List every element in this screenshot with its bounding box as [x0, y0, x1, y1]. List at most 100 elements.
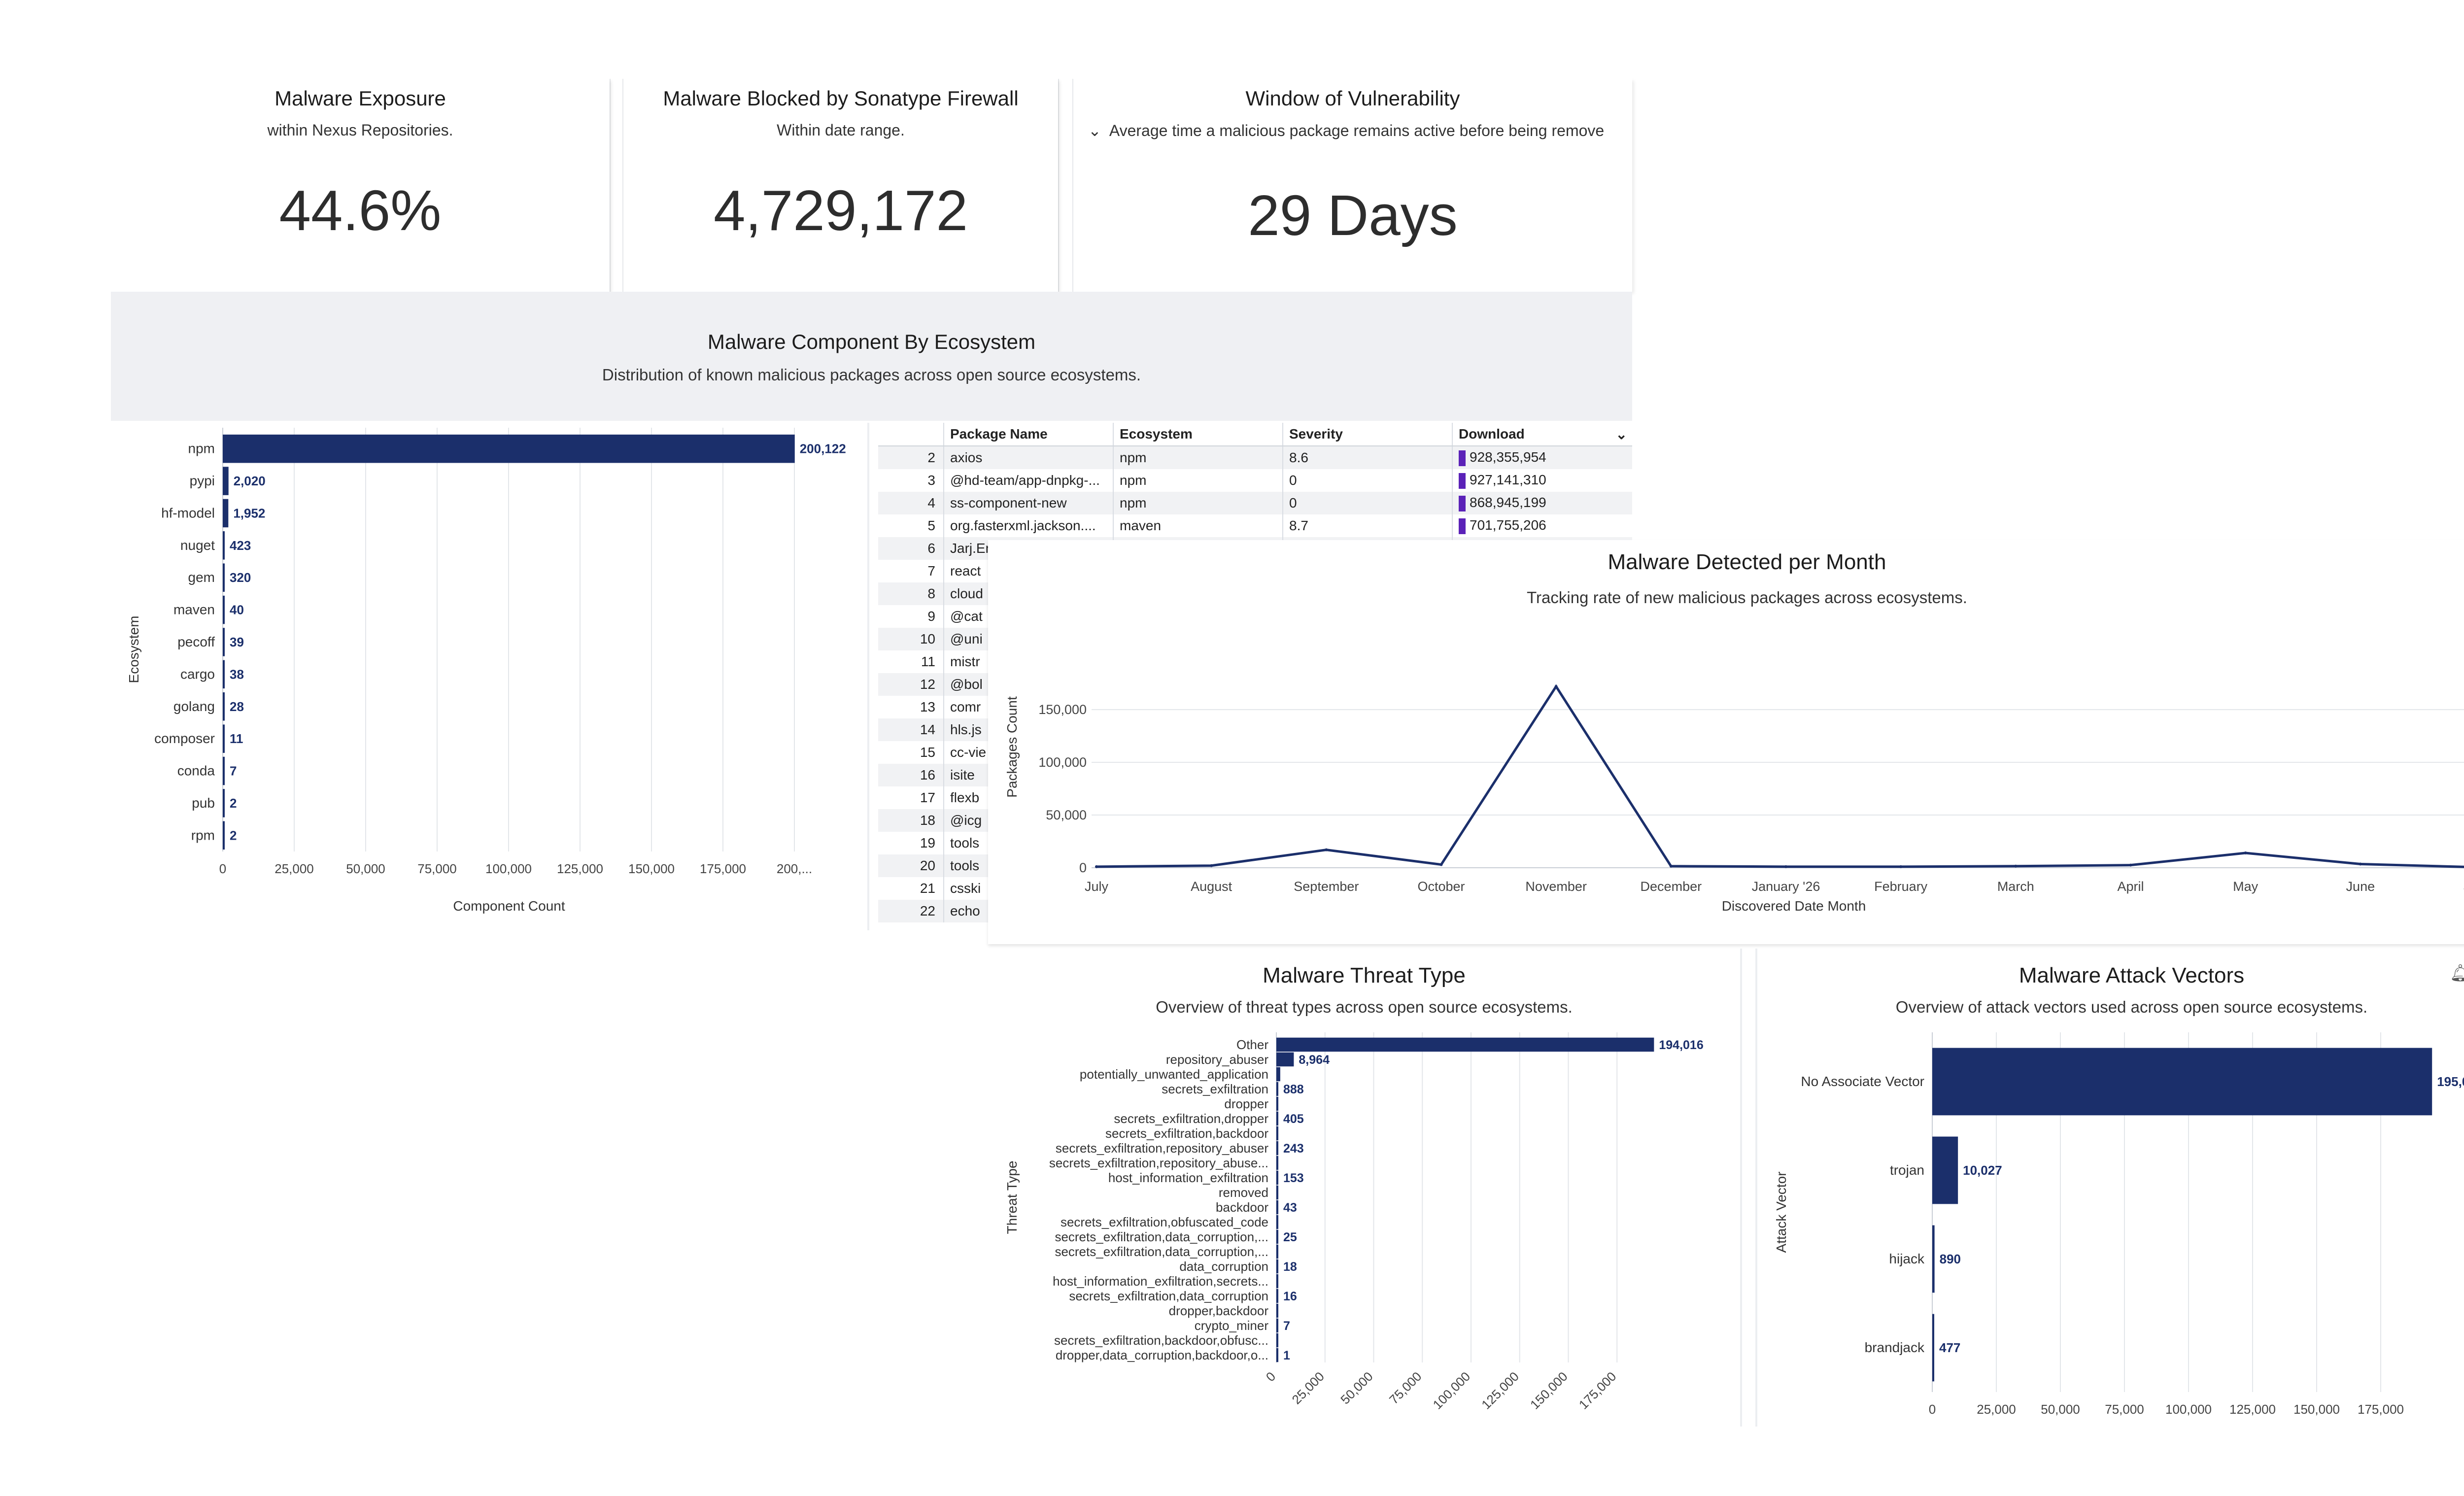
- x-tick-label: June: [2346, 879, 2375, 894]
- table-row[interactable]: 3 @hd-team/app-dnpkg-... npm 0 927,141,310: [878, 469, 1632, 492]
- package-name-cell: org.fasterxml.jackson....: [944, 514, 1114, 537]
- category-label: dropper,backdoor: [1169, 1303, 1269, 1318]
- bar: [1276, 1229, 1278, 1244]
- row-index: 5: [878, 514, 944, 537]
- value-label: 11: [230, 731, 243, 746]
- bar: [1276, 1126, 1278, 1141]
- bell-icon[interactable]: 🔔︎: [2450, 964, 2464, 983]
- category-label: crypto_miner: [1195, 1318, 1269, 1333]
- x-tick-label: April: [2117, 879, 2144, 894]
- col-header-severity[interactable]: Severity: [1283, 423, 1453, 446]
- row-index: 4: [878, 492, 944, 514]
- col-header-package-name[interactable]: Package Name: [944, 423, 1114, 446]
- row-index: 15: [878, 741, 944, 764]
- data-point: [1784, 865, 1787, 868]
- x-tick-label: 125,000: [2229, 1402, 2276, 1417]
- download-value: 868,945,199: [1470, 495, 1546, 510]
- data-point: [2014, 864, 2018, 868]
- bar: [1276, 1170, 1278, 1185]
- x-tick-label: October: [1417, 879, 1465, 894]
- kpi-subtitle: within Nexus Repositories.: [267, 121, 453, 139]
- value-label: 38: [230, 667, 244, 681]
- ecosystem-panel-header: Malware Component By Ecosystem Distribut…: [111, 292, 1632, 421]
- x-tick-label: 200,...: [777, 861, 812, 876]
- row-index: 16: [878, 764, 944, 786]
- category-label: data_corruption: [1179, 1259, 1268, 1274]
- chevron-down-icon[interactable]: ⌄: [1088, 122, 1101, 139]
- ecosystem-cell: maven: [1113, 514, 1283, 537]
- panel-subtitle: Distribution of known malicious packages…: [602, 366, 1141, 384]
- bar: [223, 595, 225, 624]
- data-point: [1325, 848, 1328, 851]
- x-tick-label: 0: [1263, 1369, 1278, 1384]
- table-row[interactable]: 2 axios npm 8.6 928,355,954: [878, 446, 1632, 469]
- value-label: 2: [230, 828, 237, 843]
- col-header-ecosystem[interactable]: Ecosystem: [1113, 423, 1283, 446]
- bar: [1932, 1048, 2432, 1116]
- data-point: [1669, 864, 1673, 868]
- threat-type-panel: Malware Threat Type Overview of threat t…: [988, 949, 1742, 1427]
- bar: [1276, 1200, 1278, 1215]
- category-label: secrets_exfiltration,repository_abuse...: [1049, 1156, 1268, 1170]
- value-label: 890: [1940, 1252, 1961, 1266]
- row-index: 22: [878, 900, 944, 922]
- x-tick-label: 150,000: [2293, 1402, 2340, 1417]
- x-tick-label: 50,000: [2041, 1402, 2080, 1417]
- y-axis-label: Packages Count: [1004, 696, 1020, 798]
- category-label: hijack: [1889, 1251, 1925, 1266]
- row-index: 18: [878, 809, 944, 832]
- panel-subtitle: Tracking rate of new malicious packages …: [1527, 588, 1967, 607]
- x-tick-label: 125,000: [1478, 1369, 1522, 1412]
- row-index: 14: [878, 718, 944, 741]
- category-label: maven: [173, 602, 215, 617]
- kpi-value: 29 Days: [1248, 183, 1458, 247]
- y-axis-label: Ecosystem: [126, 616, 141, 683]
- category-label: pypi: [190, 473, 215, 488]
- bar: [1276, 1111, 1278, 1126]
- y-tick-label: 50,000: [1046, 808, 1087, 822]
- ecosystem-cell: npm: [1113, 492, 1283, 514]
- category-label: brandjack: [1865, 1340, 1925, 1355]
- x-tick-label: December: [1641, 879, 1702, 894]
- data-point: [2244, 851, 2247, 855]
- y-axis-label: Threat Type: [1004, 1161, 1020, 1234]
- category-label: secrets_exfiltration,backdoor: [1105, 1126, 1268, 1141]
- category-label: secrets_exfiltration,repository_abuser: [1056, 1141, 1268, 1156]
- x-tick-label: 75,000: [417, 861, 457, 876]
- col-header-download[interactable]: Download ⌄: [1452, 423, 1632, 446]
- table-row[interactable]: 5 org.fasterxml.jackson.... maven 8.7 701,75…: [878, 514, 1632, 537]
- bar: [1276, 1141, 1278, 1156]
- row-index: 9: [878, 605, 944, 628]
- severity-cell: 8.7: [1283, 514, 1453, 537]
- bar: [223, 789, 225, 817]
- table-row[interactable]: 4 ss-component-new npm 0 868,945,199: [878, 492, 1632, 514]
- sort-chevron-icon[interactable]: ⌄: [1615, 426, 1627, 442]
- x-axis-label: Component Count: [453, 898, 565, 914]
- x-tick-label: 100,000: [2165, 1402, 2212, 1417]
- x-tick-label: 0: [219, 861, 226, 876]
- row-index: 2: [878, 446, 944, 469]
- value-label: 423: [230, 538, 251, 553]
- bar: [1276, 1333, 1278, 1348]
- category-label: host_information_exfiltration,secrets...: [1053, 1274, 1268, 1289]
- y-tick-label: 100,000: [1038, 755, 1087, 770]
- category-label: No Associate Vector: [1801, 1074, 1924, 1089]
- value-label: 7: [1283, 1319, 1290, 1333]
- value-label: 320: [230, 570, 251, 585]
- value-label: 10,027: [1963, 1163, 2002, 1178]
- x-tick-label: May: [2233, 879, 2259, 894]
- row-index: 3: [878, 469, 944, 492]
- category-label: composer: [154, 731, 215, 746]
- bar: [223, 821, 225, 850]
- bar: [223, 756, 225, 785]
- bar: [1276, 1244, 1278, 1259]
- bar: [1276, 1289, 1278, 1303]
- series-line: [1096, 684, 2464, 868]
- value-label: 43: [1283, 1201, 1297, 1215]
- x-tick-label: 75,000: [2105, 1402, 2144, 1417]
- download-cell: 927,141,310: [1452, 469, 1632, 492]
- x-tick-label: January '26: [1752, 879, 1820, 894]
- value-label: 7: [230, 764, 237, 779]
- row-index: 19: [878, 832, 944, 854]
- value-label: 8,964: [1299, 1053, 1330, 1067]
